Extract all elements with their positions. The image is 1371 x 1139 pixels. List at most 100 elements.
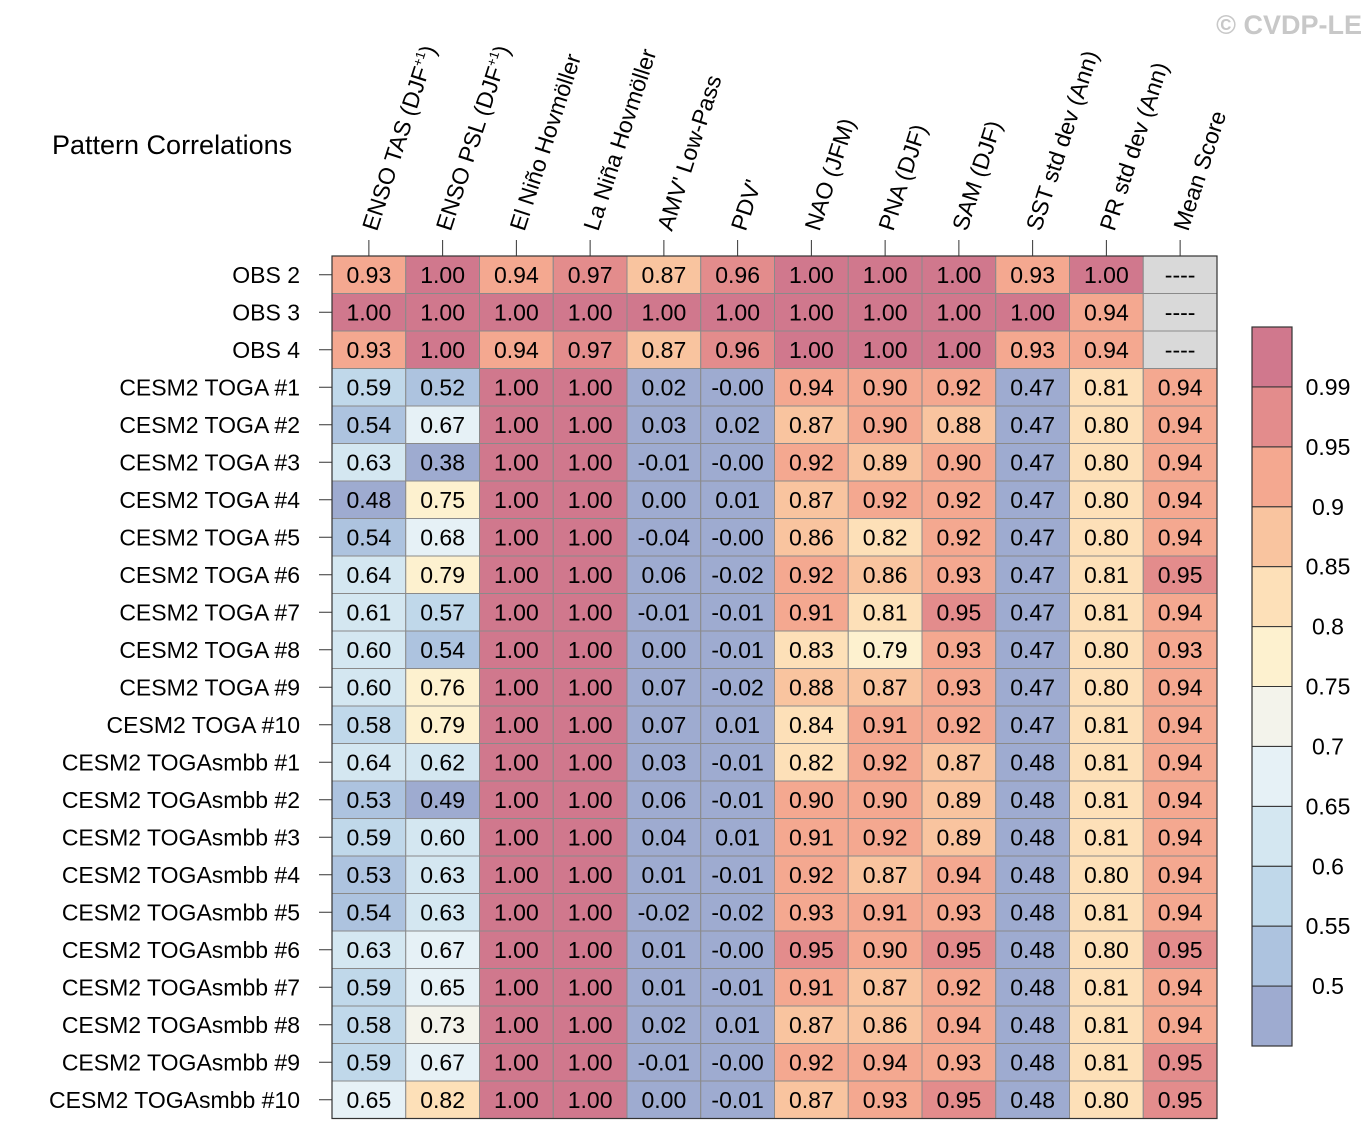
cell-value-label: 0.01 [715, 487, 760, 513]
cell-value-label: 1.00 [494, 449, 539, 475]
colorbar-label: 0.99 [1306, 374, 1351, 400]
heatmap-cell [1142, 780, 1218, 819]
heatmap-cell [847, 668, 923, 707]
cell-value-label: 0.92 [789, 449, 834, 475]
cell-value-label: 0.94 [494, 337, 539, 363]
heatmap-cell [405, 705, 480, 744]
cell-value-label: -0.02 [711, 674, 763, 700]
cell-value-label: 0.94 [1158, 524, 1203, 550]
cell-value-label: 0.90 [936, 449, 981, 475]
heatmap-cell [479, 705, 554, 744]
cell-value-label: 0.60 [346, 674, 391, 700]
heatmap-cell [479, 555, 554, 594]
cell-value-label: 0.90 [863, 787, 908, 813]
cell-value-label: 0.54 [346, 899, 391, 925]
cell-value-label: 1.00 [420, 262, 465, 288]
cell-value-label: 0.89 [936, 824, 981, 850]
cell-value-label: 0.90 [863, 937, 908, 963]
cell-value-label: 0.94 [1158, 1012, 1203, 1038]
cell-value-label: 0.81 [863, 599, 908, 625]
cell-value-label: 0.02 [641, 374, 686, 400]
row-label-cesm2-togasmbb-10: CESM2 TOGAsmbb #10 [49, 1087, 300, 1113]
cell-value-label: 0.93 [1158, 637, 1203, 663]
cell-value-label: 0.94 [1158, 374, 1203, 400]
column-label-mean-score: Mean Score [1168, 108, 1231, 234]
heatmap-cell [405, 930, 480, 969]
heatmap-cell [1142, 930, 1218, 969]
cell-value-label: 0.81 [1084, 374, 1129, 400]
row-label-cesm2-togasmbb-7: CESM2 TOGAsmbb #7 [62, 974, 300, 1000]
cell-value-label: 0.90 [863, 412, 908, 438]
cell-value-label: 0.97 [568, 262, 613, 288]
heatmap-cell [405, 968, 480, 1007]
cell-value-label: 0.79 [420, 712, 465, 738]
cell-value-label: 0.92 [936, 374, 981, 400]
cell-value-label: 0.82 [863, 524, 908, 550]
cell-value-label: -0.01 [711, 974, 763, 1000]
heatmap-cell [921, 480, 997, 519]
column-label-la-nina-hovmoller: La Niña Hovmöller [578, 45, 661, 233]
cell-value-label: ---- [1165, 299, 1196, 325]
cell-value-label: 0.94 [863, 1049, 908, 1075]
row-label-cesm2-toga-5: CESM2 TOGA #5 [119, 524, 300, 550]
heatmap-cell [847, 368, 923, 407]
cell-value-label: 0.75 [420, 487, 465, 513]
cell-value-label: 0.96 [715, 262, 760, 288]
heatmap-cell [995, 630, 1070, 669]
cell-value-label: 0.03 [641, 749, 686, 775]
heatmap-cell [331, 930, 407, 969]
heatmap-cell [774, 668, 849, 707]
cell-value-label: 1.00 [936, 337, 981, 363]
heatmap-cell [995, 818, 1070, 857]
heatmap-cell [626, 593, 702, 632]
heatmap-cell [995, 705, 1070, 744]
cell-value-label: -0.01 [638, 1049, 690, 1075]
heatmap-cell [921, 968, 997, 1007]
cell-value-label: 0.58 [346, 712, 391, 738]
heatmap-cell [847, 1005, 923, 1044]
row-label-cesm2-togasmbb-5: CESM2 TOGAsmbb #5 [62, 899, 300, 925]
cell-value-label: 0.92 [936, 487, 981, 513]
colorbar-label: 0.85 [1306, 554, 1351, 580]
row-label-obs-3: OBS 3 [232, 299, 300, 325]
heatmap-cell [1142, 818, 1218, 857]
heatmap-cell [405, 555, 480, 594]
heatmap-cell [774, 968, 849, 1007]
cell-value-label: -0.01 [711, 1087, 763, 1113]
cell-value-label: 0.80 [1084, 487, 1129, 513]
cell-value-label: 1.00 [568, 562, 613, 588]
heatmap-cell [552, 555, 628, 594]
heatmap-cell [847, 518, 923, 557]
cell-value-label: 1.00 [863, 262, 908, 288]
heatmap-cell [921, 255, 997, 294]
cell-value-label: 1.00 [494, 749, 539, 775]
heatmap-cell [1142, 1005, 1218, 1044]
cell-value-label: 0.02 [641, 1012, 686, 1038]
cell-value-label: 0.89 [863, 449, 908, 475]
cell-value-label: 0.00 [641, 1087, 686, 1113]
cell-value-label: 0.81 [1084, 974, 1129, 1000]
heatmap-cell [1069, 968, 1144, 1007]
cell-value-label: 0.48 [1010, 974, 1055, 1000]
heatmap-cell [700, 518, 775, 557]
cell-value-label: 0.81 [1084, 599, 1129, 625]
cell-value-label: -0.01 [711, 862, 763, 888]
cell-value-label: 0.86 [863, 1012, 908, 1038]
cell-value-label: 0.79 [420, 562, 465, 588]
heatmap-cell [995, 405, 1070, 444]
heatmap-cell [626, 518, 702, 557]
heatmap-cell [1142, 255, 1218, 294]
colorbar-swatch [1251, 925, 1293, 987]
heatmap-cell [552, 368, 628, 407]
cell-value-label: 0.48 [1010, 1049, 1055, 1075]
row-label-cesm2-toga-9: CESM2 TOGA #9 [119, 674, 300, 700]
heatmap-cell [921, 405, 997, 444]
cell-value-label: -0.01 [638, 449, 690, 475]
cell-value-label: 0.01 [715, 824, 760, 850]
colorbar-swatch [1251, 686, 1293, 747]
cell-value-label: 1.00 [863, 299, 908, 325]
cell-value-label: 0.92 [789, 562, 834, 588]
cell-value-label: 0.92 [936, 524, 981, 550]
cell-value-label: 1.00 [494, 787, 539, 813]
cell-value-label: 0.95 [936, 1087, 981, 1113]
